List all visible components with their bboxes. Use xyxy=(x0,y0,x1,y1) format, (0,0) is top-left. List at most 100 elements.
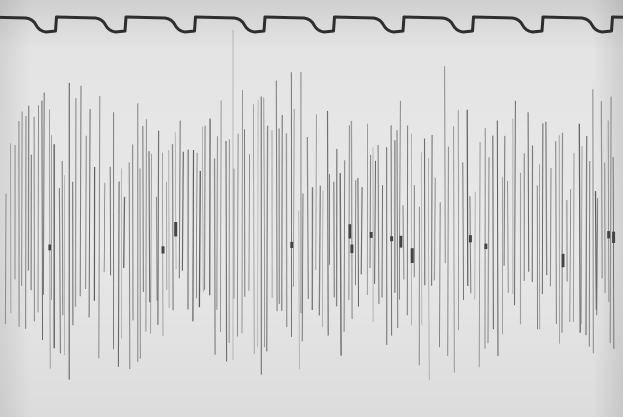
spike-blot xyxy=(607,231,611,239)
spike xyxy=(503,135,506,266)
spike xyxy=(220,100,222,332)
spike xyxy=(178,120,181,279)
spike xyxy=(545,121,548,276)
spike xyxy=(88,109,91,318)
spike xyxy=(318,185,321,316)
spike xyxy=(237,133,239,337)
spike xyxy=(85,135,87,290)
spike xyxy=(578,123,581,333)
spike xyxy=(275,80,278,312)
spike xyxy=(609,96,612,344)
spike xyxy=(612,157,615,349)
spike xyxy=(216,136,219,310)
spike xyxy=(263,97,266,348)
spike xyxy=(103,182,106,273)
spike xyxy=(148,151,151,303)
spike-blot xyxy=(161,246,165,254)
spike xyxy=(561,132,564,333)
spike xyxy=(478,141,481,368)
spike xyxy=(569,189,572,322)
spike xyxy=(326,110,329,336)
spike xyxy=(402,205,405,280)
spike-blot xyxy=(290,241,294,248)
spike xyxy=(162,152,164,336)
spike xyxy=(357,177,359,307)
spike xyxy=(333,181,335,298)
spike xyxy=(374,160,377,284)
spike xyxy=(142,125,144,293)
spike xyxy=(48,109,51,369)
spike xyxy=(399,100,401,300)
spike xyxy=(596,198,599,316)
spike xyxy=(37,105,39,313)
spike xyxy=(195,152,198,299)
spike xyxy=(171,144,174,311)
spike xyxy=(117,181,120,367)
spike xyxy=(427,157,430,381)
spike xyxy=(594,191,598,310)
spike xyxy=(202,126,204,292)
spike xyxy=(549,167,552,287)
spike xyxy=(174,132,177,270)
spike xyxy=(61,160,64,316)
spike xyxy=(603,162,606,294)
spike-blot xyxy=(350,244,354,254)
spike xyxy=(315,114,317,271)
spike xyxy=(592,89,595,354)
spike xyxy=(431,134,433,286)
spike xyxy=(192,150,195,322)
spike xyxy=(225,140,228,362)
spike-blot xyxy=(48,244,52,251)
spike xyxy=(98,96,101,359)
spike xyxy=(145,119,147,332)
spike xyxy=(321,190,324,328)
spike xyxy=(555,141,557,324)
spike xyxy=(541,123,544,295)
spike xyxy=(600,101,603,279)
spike-blot xyxy=(468,235,472,243)
spike xyxy=(298,210,300,370)
spike xyxy=(350,120,353,320)
spike xyxy=(506,180,509,293)
spike-blot xyxy=(561,253,565,268)
spike xyxy=(453,126,455,373)
timing-trace xyxy=(0,15,623,34)
spike xyxy=(469,196,472,294)
spike-blot xyxy=(390,236,394,242)
spike xyxy=(439,202,441,348)
spike xyxy=(157,130,160,325)
spike xyxy=(253,104,255,354)
spike xyxy=(447,146,449,357)
spike-blot xyxy=(410,248,414,263)
spike-blot xyxy=(399,235,403,248)
spike xyxy=(487,157,490,344)
spike xyxy=(492,135,494,330)
spike-blot xyxy=(174,222,178,237)
spike xyxy=(444,66,446,264)
spike xyxy=(41,100,43,341)
spike xyxy=(123,196,126,269)
spike xyxy=(514,100,516,306)
spike xyxy=(390,125,393,336)
spike xyxy=(572,152,575,322)
spike xyxy=(203,125,206,291)
spike xyxy=(343,160,346,332)
spike xyxy=(466,109,469,286)
spike xyxy=(292,108,295,287)
spike-blot xyxy=(348,224,352,239)
spike xyxy=(496,120,499,356)
spike xyxy=(301,193,304,342)
spike xyxy=(266,125,269,352)
spike-blot xyxy=(484,243,488,250)
spike xyxy=(433,177,436,281)
spike xyxy=(607,120,610,302)
spike xyxy=(377,144,380,305)
spike xyxy=(198,170,201,308)
spike xyxy=(381,185,383,298)
spike xyxy=(585,135,588,336)
spike xyxy=(462,162,464,301)
spike xyxy=(580,146,583,325)
